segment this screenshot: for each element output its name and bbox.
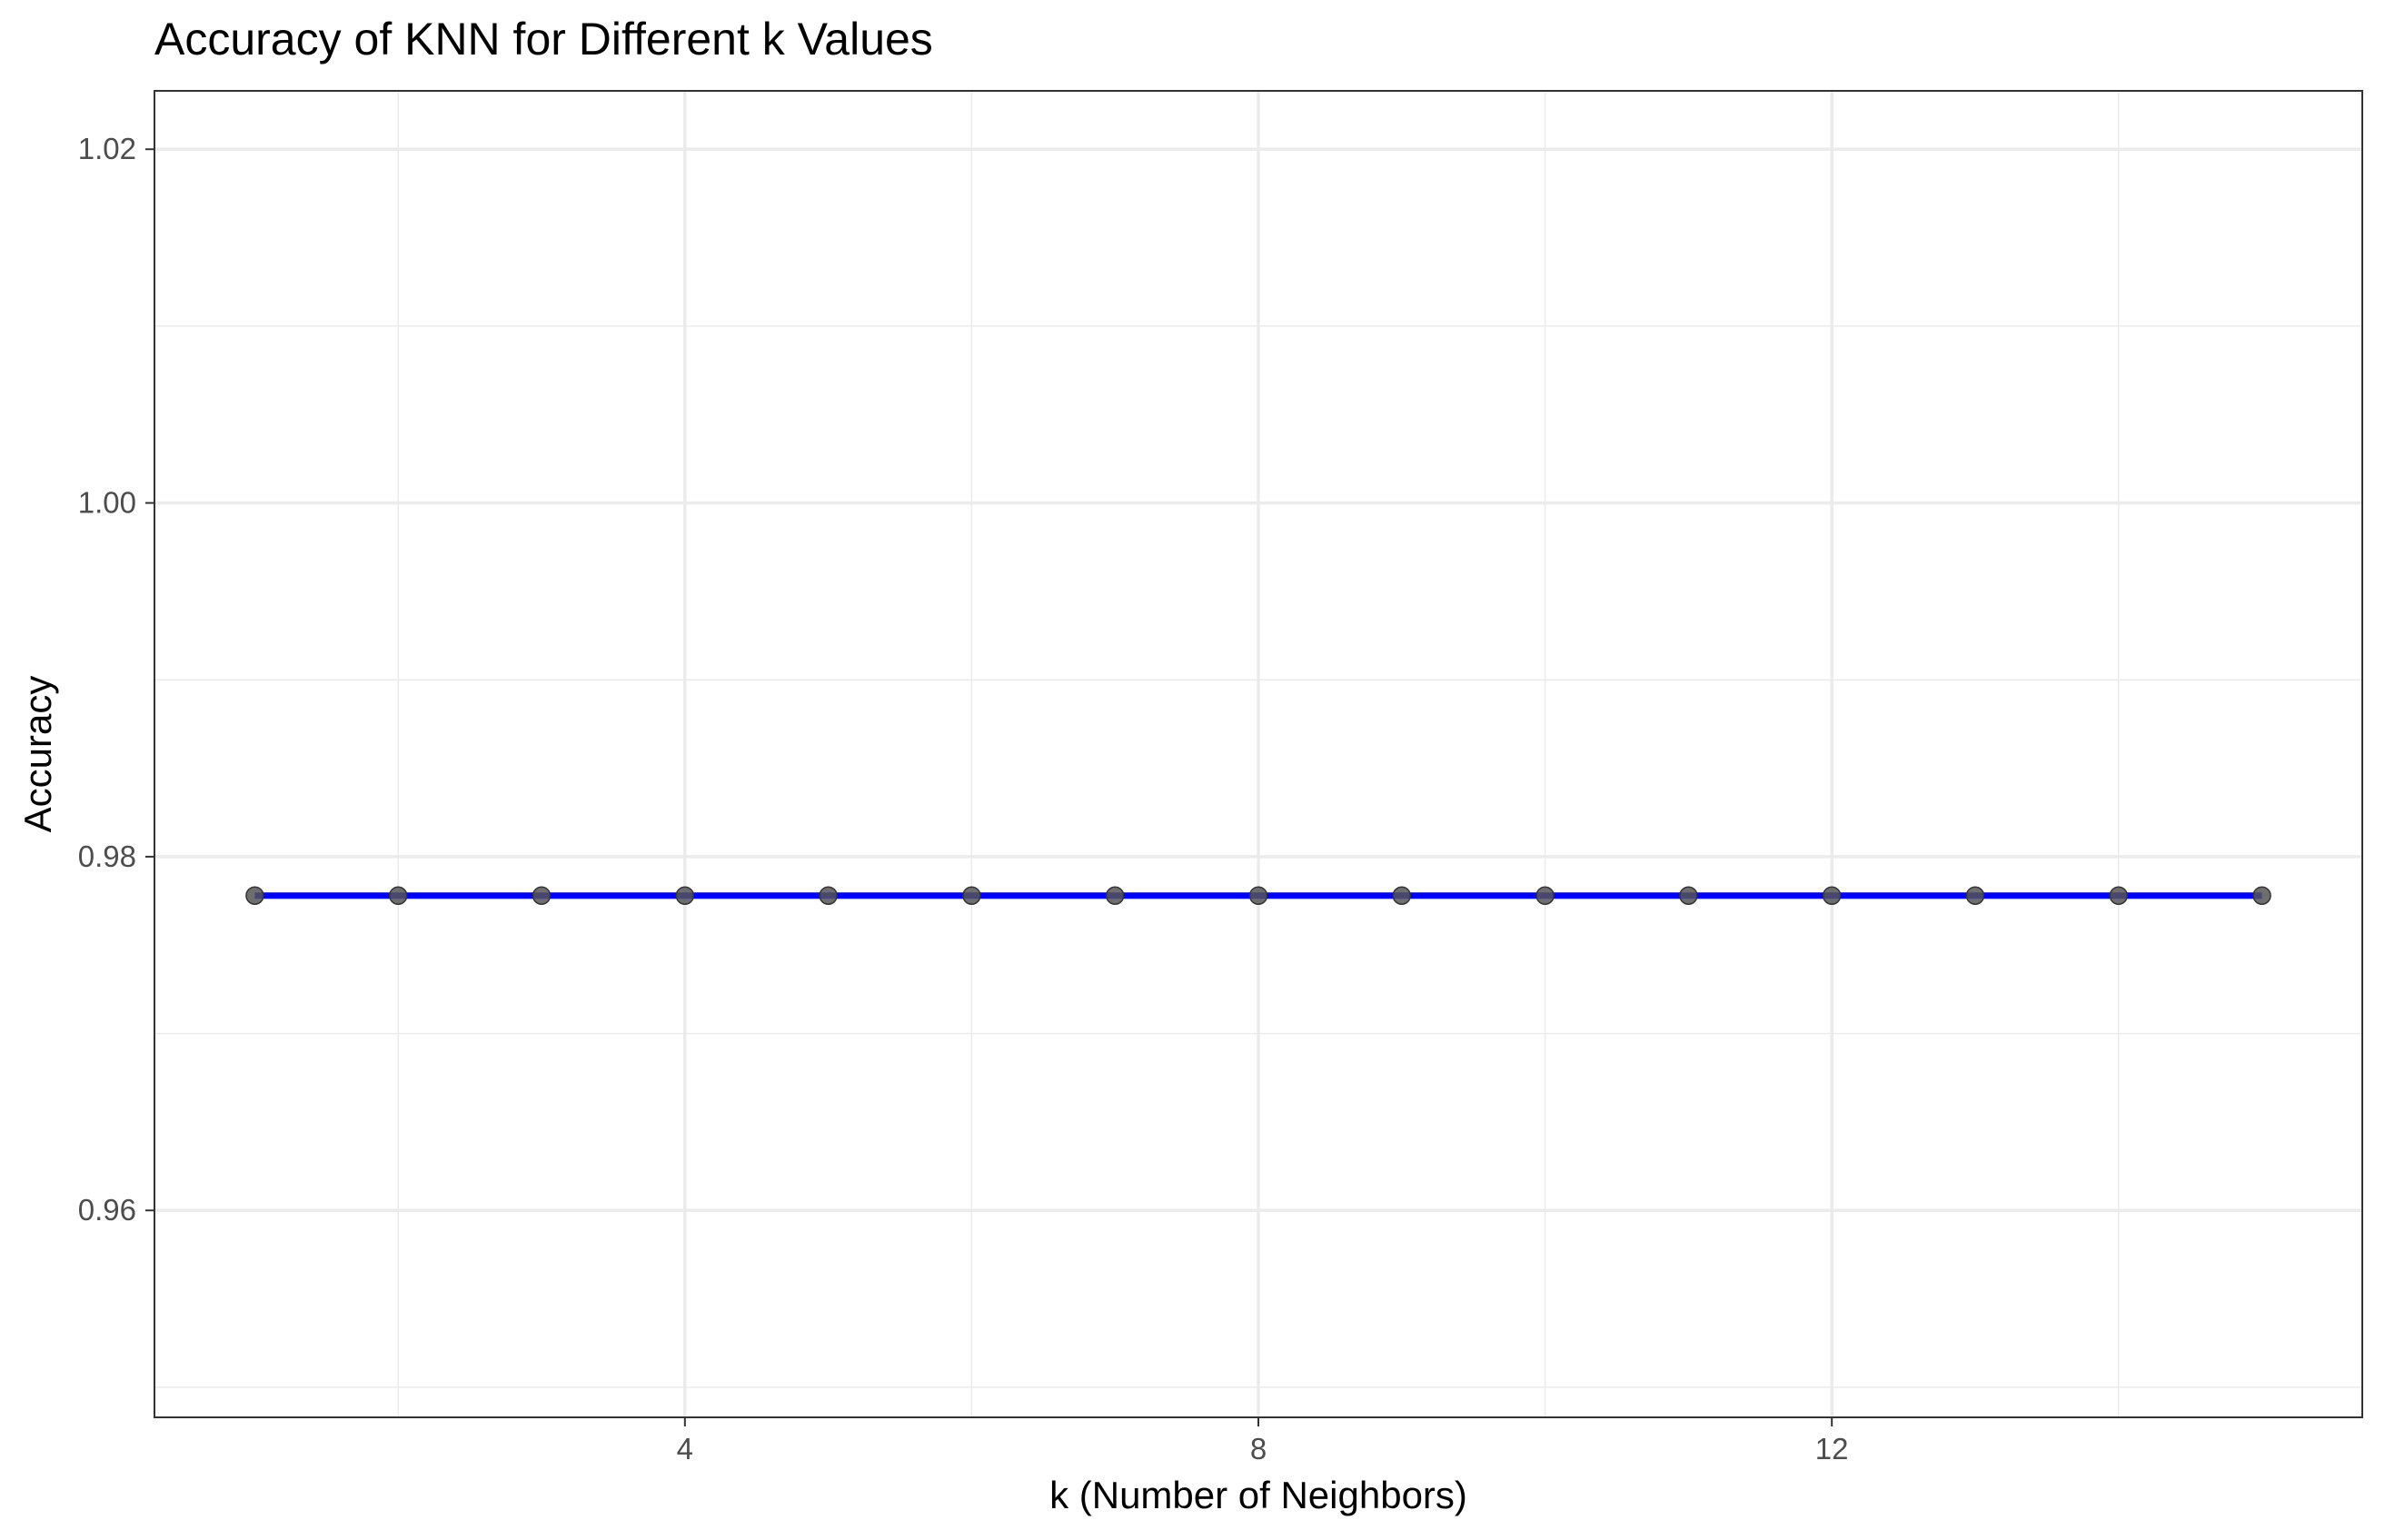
major-gridlines	[154, 91, 2362, 1417]
series-points	[245, 886, 2271, 905]
x-tick-label: 4	[677, 1432, 693, 1465]
data-point	[819, 886, 838, 905]
data-point	[2252, 886, 2271, 905]
y-axis-ticks: 0.96 0.98 1.00 1.02	[78, 132, 154, 1227]
y-tick-label: 1.02	[78, 132, 136, 165]
x-tick-label: 12	[1815, 1432, 1849, 1465]
y-tick-label: 0.98	[78, 840, 136, 873]
y-tick-label: 1.00	[78, 486, 136, 520]
data-point	[1965, 886, 1985, 905]
data-point	[1105, 886, 1125, 905]
data-point	[1248, 886, 1268, 905]
y-axis-title: Accuracy	[16, 676, 59, 833]
data-point	[675, 886, 695, 905]
data-point	[1822, 886, 1842, 905]
x-tick-label: 8	[1250, 1432, 1267, 1465]
data-point	[388, 886, 408, 905]
data-point	[962, 886, 981, 905]
data-point	[1679, 886, 1698, 905]
chart-title: Accuracy of KNN for Different k Values	[154, 14, 933, 65]
data-point	[1392, 886, 1412, 905]
x-axis-ticks: 4 8 12	[677, 1417, 1849, 1465]
data-point	[1535, 886, 1555, 905]
data-point	[2109, 886, 2129, 905]
data-point	[532, 886, 552, 905]
x-axis-title: k (Number of Neighbors)	[1049, 1474, 1467, 1516]
data-point	[245, 886, 264, 905]
y-tick-label: 0.96	[78, 1193, 136, 1227]
